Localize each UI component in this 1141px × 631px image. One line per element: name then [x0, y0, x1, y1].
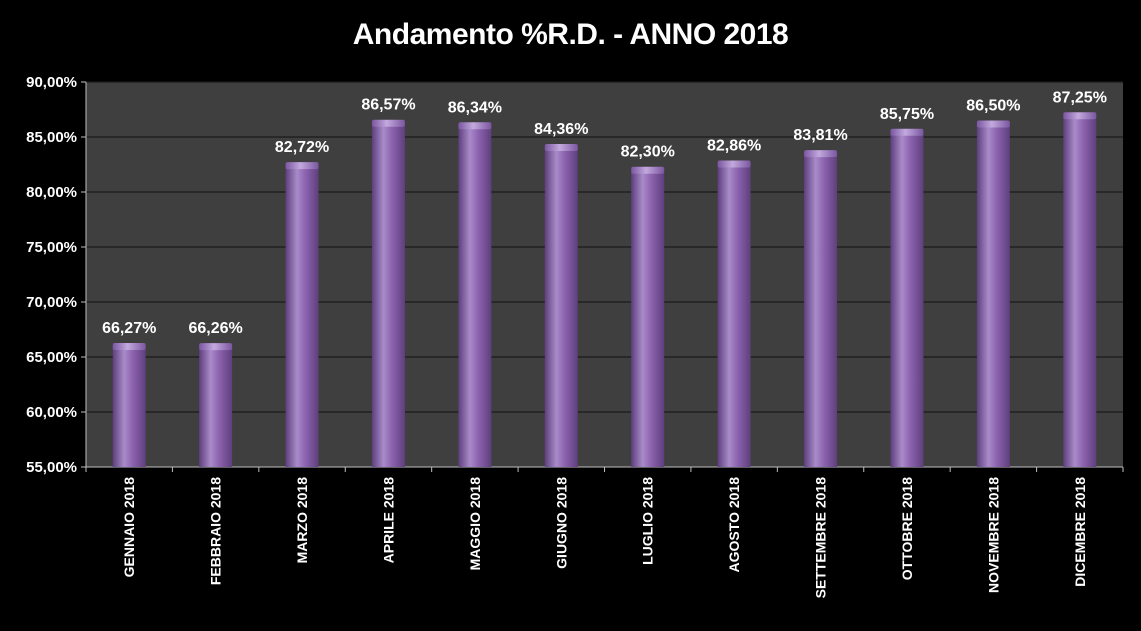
bar [544, 147, 578, 468]
bar-group [890, 128, 924, 467]
data-label: 87,25% [1053, 89, 1107, 106]
bar [976, 123, 1010, 467]
y-tick-label: 70,00% [26, 294, 77, 311]
bar-top [544, 144, 578, 152]
bar [804, 153, 838, 467]
bar-top [717, 160, 751, 168]
x-tick-label: GIUGNO 2018 [553, 477, 569, 569]
y-tick-label: 75,00% [26, 239, 77, 256]
bar [890, 131, 924, 467]
bar-top [458, 122, 492, 130]
data-label: 86,34% [448, 99, 502, 116]
plot-area [86, 82, 1123, 467]
bar-top [1063, 112, 1097, 120]
bar [371, 122, 405, 467]
data-label: 66,27% [102, 320, 156, 337]
y-tick-label: 85,00% [26, 129, 77, 146]
data-label: 86,57% [361, 97, 415, 114]
y-tick-label: 55,00% [26, 459, 77, 476]
bar [285, 165, 319, 467]
x-tick-label: SETTEMBRE 2018 [813, 477, 829, 599]
bar-group [631, 166, 665, 467]
bar-group [199, 343, 233, 467]
chart-title: Andamento %R.D. - ANNO 2018 [352, 18, 789, 51]
bar-top [890, 128, 924, 136]
bar-group [544, 144, 578, 468]
bar-group [458, 122, 492, 467]
bar [1063, 115, 1097, 467]
bar-top [631, 166, 665, 174]
data-label: 85,75% [880, 106, 934, 123]
bar-group [804, 150, 838, 467]
x-tick-label: DICEMBRE 2018 [1072, 477, 1088, 587]
x-tick-label: APRILE 2018 [380, 477, 396, 564]
y-tick-label: 65,00% [26, 349, 77, 366]
data-label: 86,50% [966, 98, 1020, 115]
x-tick-label: MAGGIO 2018 [467, 477, 483, 571]
bar-top [285, 162, 319, 170]
bar [717, 163, 751, 468]
bar [199, 346, 233, 467]
data-label: 82,86% [707, 138, 761, 155]
x-tick-label: NOVEMBRE 2018 [985, 477, 1001, 593]
data-label: 66,26% [188, 320, 242, 337]
x-tick-label: OTTOBRE 2018 [899, 477, 915, 580]
bar-top [371, 119, 405, 127]
bar [112, 346, 146, 467]
bar-group [371, 119, 405, 467]
bar-top [976, 120, 1010, 128]
bar [458, 125, 492, 467]
x-tick-label: MARZO 2018 [294, 477, 310, 564]
x-tick-label: GENNAIO 2018 [121, 477, 137, 578]
bar-group [1063, 112, 1097, 467]
data-label: 82,30% [621, 144, 675, 161]
x-tick-label: AGOSTO 2018 [726, 477, 742, 573]
y-tick-label: 80,00% [26, 184, 77, 201]
bar-group [717, 160, 751, 468]
bar-top [199, 343, 233, 351]
x-tick-label: LUGLIO 2018 [640, 477, 656, 565]
bar-group [285, 162, 319, 467]
y-tick-label: 90,00% [26, 74, 77, 91]
bar-top [112, 343, 146, 351]
data-label: 83,81% [793, 127, 847, 144]
data-label: 82,72% [275, 139, 329, 156]
bar-top [804, 150, 838, 158]
x-tick-label: FEBBRAIO 2018 [208, 477, 224, 585]
data-label: 84,36% [534, 121, 588, 138]
bar-group [112, 343, 146, 467]
bar-group [976, 120, 1010, 467]
y-tick-label: 60,00% [26, 404, 77, 421]
bar [631, 169, 665, 467]
